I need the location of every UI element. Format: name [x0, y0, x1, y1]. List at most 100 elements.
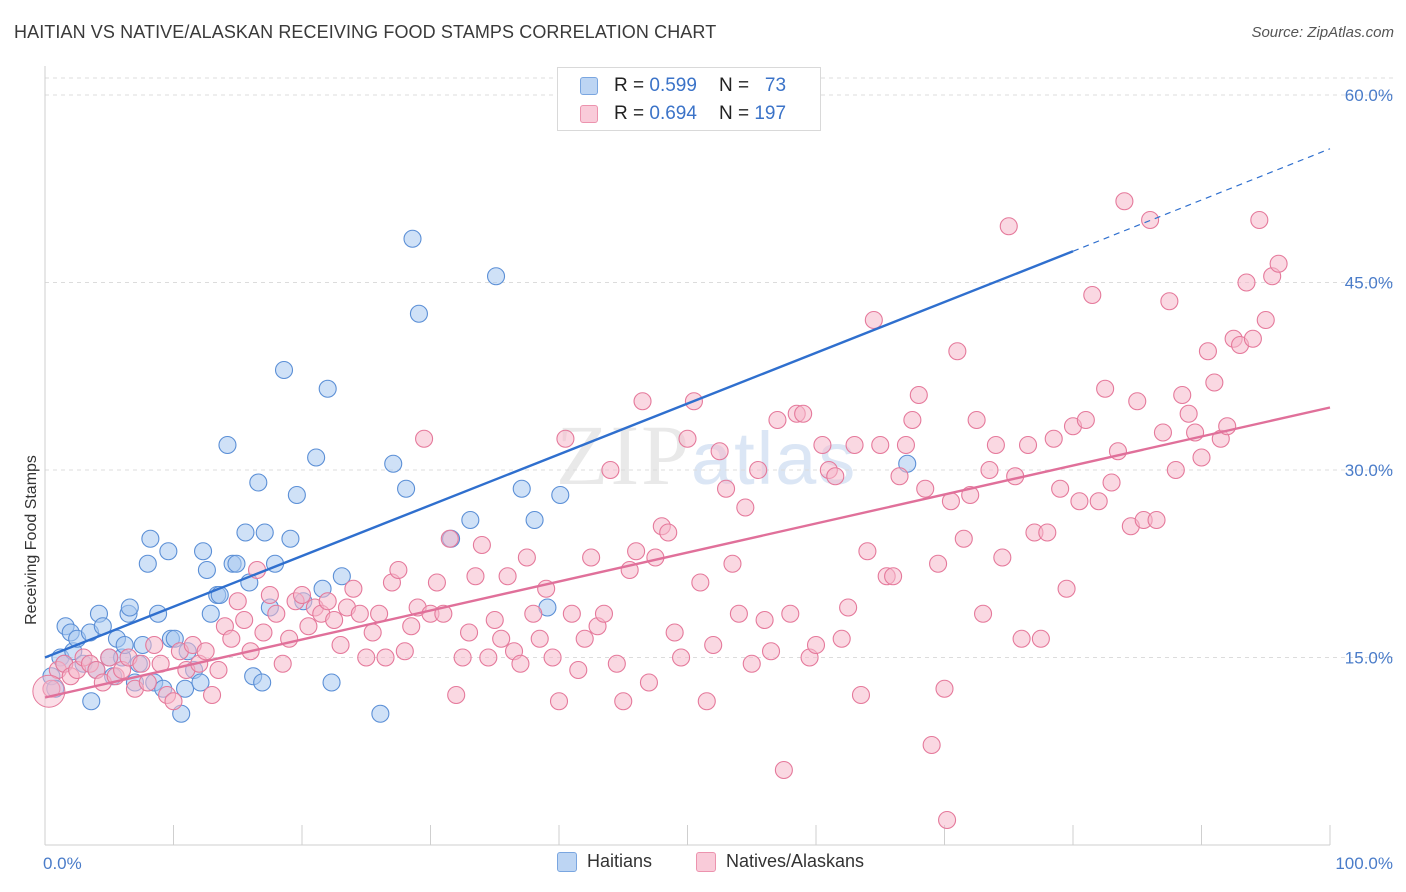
tick-labels: 15.0% 30.0% 45.0% 60.0% 0.0% 100.0% [43, 86, 1393, 873]
natives-point [909, 385, 928, 405]
natives-point [742, 654, 761, 673]
natives-point [1147, 510, 1166, 530]
natives-point [1269, 254, 1288, 273]
natives-point [890, 467, 909, 486]
haitians-point [249, 473, 268, 492]
natives-point [948, 342, 967, 361]
legend-swatch-natives [580, 105, 598, 123]
natives-point [967, 410, 986, 430]
natives-point [736, 498, 755, 517]
natives-point [254, 623, 273, 642]
natives-point [1141, 210, 1160, 230]
grid-lines [45, 77, 1395, 658]
natives-point [794, 404, 813, 423]
natives-point [100, 648, 119, 667]
haitians-point [322, 673, 341, 692]
natives-point [209, 660, 228, 680]
haitians-point [371, 704, 390, 723]
natives-point [1243, 329, 1262, 348]
natives-point [973, 604, 993, 623]
haitians-point [287, 485, 306, 505]
haitians-point [141, 529, 160, 548]
natives-point [672, 648, 691, 667]
natives-trend-line [44, 406, 1331, 699]
haitians-point [255, 523, 274, 542]
natives-point [556, 429, 575, 448]
y-tick-label: 45.0% [1345, 274, 1393, 293]
natives-point [1096, 379, 1115, 398]
natives-point [524, 604, 543, 623]
natives-point [922, 735, 941, 755]
natives-point [492, 629, 511, 648]
natives-point [498, 567, 517, 586]
natives-point [1031, 629, 1050, 648]
natives-point [845, 435, 864, 455]
natives-point [511, 654, 530, 673]
haitians-point [218, 435, 237, 455]
haitians-point [403, 229, 422, 248]
natives-point [806, 635, 826, 655]
natives-point [530, 629, 549, 648]
natives-point [485, 610, 504, 630]
natives-point [1250, 210, 1269, 230]
natives-point [459, 623, 479, 642]
haitians-point [82, 692, 101, 711]
haitians-point [201, 604, 220, 623]
haitians-trend-extension [1072, 148, 1331, 252]
natives-point [864, 310, 883, 330]
legend-swatch-haitians [580, 77, 598, 95]
bottom-legend-label-natives: Natives/Alaskans [726, 851, 865, 871]
haitians-point [461, 510, 480, 530]
natives-point [954, 529, 973, 548]
natives-point [466, 567, 485, 586]
natives-point [916, 479, 935, 498]
natives-point [472, 535, 491, 555]
haitians-point [236, 523, 255, 542]
natives-point [350, 604, 369, 623]
legend-row-haitians: R = 0.599 N = 73 [580, 74, 786, 98]
haitians-point [409, 304, 428, 323]
haitians-point [197, 560, 216, 580]
natives-point [896, 435, 916, 455]
natives-point [415, 429, 434, 448]
natives-point [938, 810, 957, 830]
bottom-legend-swatch-haitians [557, 851, 577, 872]
natives-point [761, 642, 781, 661]
natives-point [851, 685, 871, 705]
y-tick-label: 30.0% [1345, 461, 1393, 480]
legend-n-label: N = [718, 103, 750, 124]
natives-point [1057, 579, 1076, 598]
natives-point [1012, 629, 1031, 648]
natives-point [839, 598, 858, 617]
natives-point [729, 604, 748, 623]
natives-point [1018, 435, 1038, 455]
natives-point [222, 629, 241, 648]
natives-point [363, 623, 382, 642]
y-tick-label: 60.0% [1345, 86, 1393, 105]
natives-point [344, 579, 363, 598]
natives-point [903, 410, 922, 430]
natives-point [999, 217, 1018, 236]
haitians-point [281, 529, 300, 548]
legend-n-label: N = [718, 75, 750, 96]
natives-point [376, 648, 395, 667]
legend-box: R = 0.599 N = 73 R = 0.694 N = 197 [557, 67, 821, 131]
haitians-point [384, 454, 403, 473]
chart-title: HAITIAN VS NATIVE/ALASKAN RECEIVING FOOD… [14, 22, 717, 42]
natives-point [716, 479, 736, 498]
natives-point [517, 548, 536, 567]
natives-point [993, 548, 1012, 567]
haitians-point [486, 267, 506, 286]
natives-point [755, 610, 774, 630]
natives-point [614, 692, 633, 711]
watermark: ZIPatlas [556, 405, 857, 505]
natives-point [832, 629, 851, 648]
natives-point [1173, 385, 1192, 405]
natives-point [318, 592, 337, 611]
natives-point [723, 554, 742, 573]
bottom-legend-haitians: Haitians [557, 851, 652, 872]
natives-point [704, 635, 723, 655]
y-tick-label: 15.0% [1345, 649, 1393, 668]
natives-point [1115, 192, 1134, 211]
natives-point [569, 660, 588, 680]
